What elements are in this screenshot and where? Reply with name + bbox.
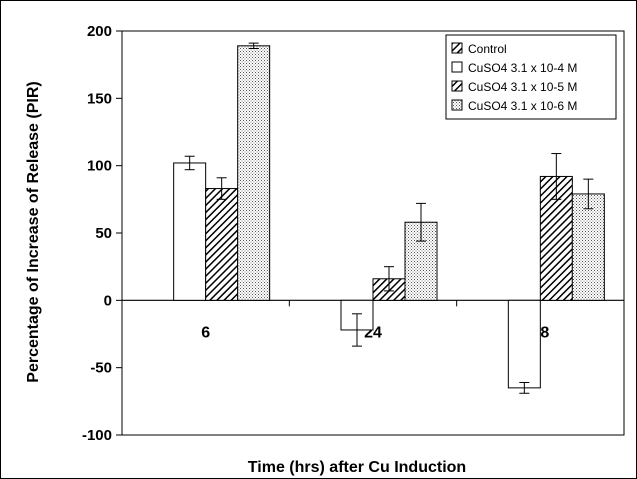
legend-label: CuSO4 3.1 x 10-6 M — [468, 99, 577, 113]
y-tick-label: -100 — [82, 427, 112, 444]
y-tick-label: 0 — [104, 292, 112, 309]
y-tick-label: -50 — [90, 360, 112, 377]
x-tick-label: 6 — [201, 324, 210, 341]
bar — [173, 162, 207, 301]
legend-label: CuSO4 3.1 x 10-4 M — [468, 61, 577, 75]
legend-label: CuSO4 3.1 x 10-5 M — [468, 80, 577, 94]
bar — [205, 188, 239, 301]
legend — [445, 34, 617, 120]
bar — [507, 299, 541, 389]
x-axis-label: Time (hrs) after Cu Induction — [248, 459, 466, 476]
y-axis-label: Percentage of Increase of Release (PIR) — [25, 81, 42, 382]
bar — [539, 175, 573, 301]
legend-swatch — [451, 42, 463, 54]
y-tick-label: 100 — [87, 158, 112, 175]
y-tick-label: 50 — [95, 225, 112, 242]
bar — [571, 193, 605, 301]
y-tick-label: 200 — [87, 23, 112, 40]
legend-swatch — [451, 61, 463, 73]
legend-swatch — [451, 99, 463, 111]
legend-label: Control — [468, 42, 507, 56]
bar — [237, 45, 271, 301]
y-tick-label: 150 — [87, 90, 112, 107]
legend-swatch — [451, 80, 463, 92]
